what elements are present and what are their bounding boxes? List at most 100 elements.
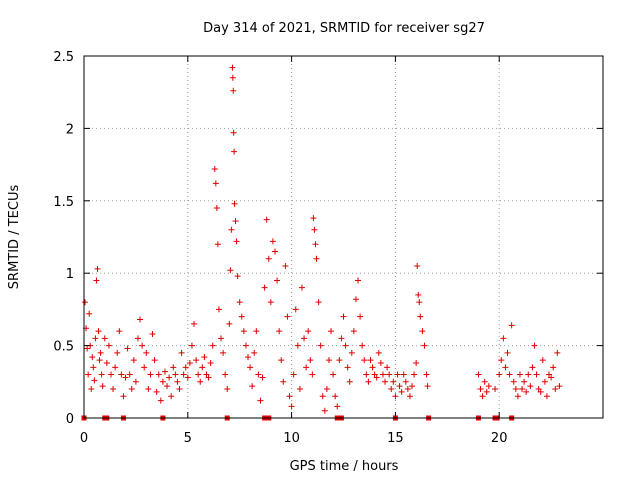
y-tick-label: 0.5: [53, 340, 74, 355]
data-point: [231, 148, 238, 155]
data-point: [141, 364, 148, 371]
data-point: [118, 371, 125, 378]
data-point: [510, 378, 517, 385]
data-point: [336, 357, 343, 364]
x-tick-label: 15: [387, 431, 404, 446]
data-point: [182, 364, 189, 371]
data-point: [269, 238, 276, 245]
data-point: [114, 349, 121, 356]
data-point: [377, 359, 384, 366]
data-point: [298, 284, 305, 291]
data-point: [229, 74, 236, 81]
data-point: [134, 335, 141, 342]
data-point: [130, 357, 137, 364]
data-point: [149, 331, 156, 338]
data-point: [332, 393, 339, 400]
data-point: [479, 393, 486, 400]
data-point: [424, 383, 431, 390]
data-point: [168, 393, 175, 400]
data-point: [539, 357, 546, 364]
data-point: [259, 374, 266, 381]
data-point: [346, 378, 353, 385]
data-point: [512, 386, 519, 393]
data-point: [180, 371, 187, 378]
data-point: [312, 241, 319, 248]
data-point: [498, 357, 505, 364]
data-point: [363, 371, 370, 378]
data-point: [367, 357, 374, 364]
data-point: [188, 342, 195, 349]
data-point: [153, 388, 160, 395]
data-point: [212, 180, 219, 187]
data-point: [265, 255, 272, 262]
data-point: [282, 262, 289, 269]
data-point: [340, 313, 347, 320]
data-point: [373, 374, 380, 381]
data-point: [120, 393, 127, 400]
data-point: [191, 320, 198, 327]
data-point: [556, 383, 563, 390]
data-point: [325, 357, 332, 364]
data-point: [533, 371, 540, 378]
data-point: [124, 345, 131, 352]
data-point: [310, 215, 317, 222]
data-point: [359, 342, 366, 349]
data-point: [236, 299, 243, 306]
data-point: [197, 378, 204, 385]
data-point: [319, 393, 326, 400]
data-point: [416, 299, 423, 306]
data-point: [413, 359, 420, 366]
data-point: [411, 371, 418, 378]
data-point: [88, 386, 95, 393]
data-point: [245, 354, 252, 361]
data-point: [195, 371, 202, 378]
data-point: [105, 342, 112, 349]
data-point: [184, 374, 191, 381]
data-point: [541, 378, 548, 385]
data-point: [514, 393, 521, 400]
data-point: [97, 349, 104, 356]
data-point: [201, 354, 208, 361]
data-point: [296, 386, 303, 393]
data-point: [238, 313, 245, 320]
data-point: [218, 335, 225, 342]
data-point: [357, 313, 364, 320]
data-point: [85, 371, 92, 378]
ticks: [83, 55, 603, 419]
data-point: [164, 383, 171, 390]
data-point: [421, 342, 428, 349]
data-point: [400, 371, 407, 378]
data-point: [155, 371, 162, 378]
data-point: [361, 357, 368, 364]
data-point: [276, 328, 283, 335]
data-point: [529, 364, 536, 371]
data-point: [178, 349, 185, 356]
data-point: [384, 364, 391, 371]
data-point: [500, 335, 507, 342]
data-point: [404, 386, 411, 393]
data-point: [485, 383, 492, 390]
data-point: [301, 335, 308, 342]
data-point: [328, 328, 335, 335]
data-point: [409, 383, 416, 390]
y-tick-label: 2.5: [53, 50, 74, 65]
data-point: [132, 378, 139, 385]
data-point: [369, 364, 376, 371]
data-point: [305, 328, 312, 335]
data-point: [99, 383, 106, 390]
data-point: [382, 378, 389, 385]
data-point: [315, 299, 322, 306]
data-point: [233, 238, 240, 245]
data-point: [161, 368, 168, 375]
data-point: [527, 383, 534, 390]
data-point: [394, 371, 401, 378]
x-axis-label: GPS time / hours: [290, 459, 399, 474]
data-point: [86, 310, 93, 317]
grid: [84, 56, 603, 418]
data-point: [543, 393, 550, 400]
y-axis-label: SRMTID / TECUs: [7, 185, 22, 290]
data-point: [284, 313, 291, 320]
y-tick-label: 2: [66, 122, 74, 137]
data-point: [253, 328, 260, 335]
